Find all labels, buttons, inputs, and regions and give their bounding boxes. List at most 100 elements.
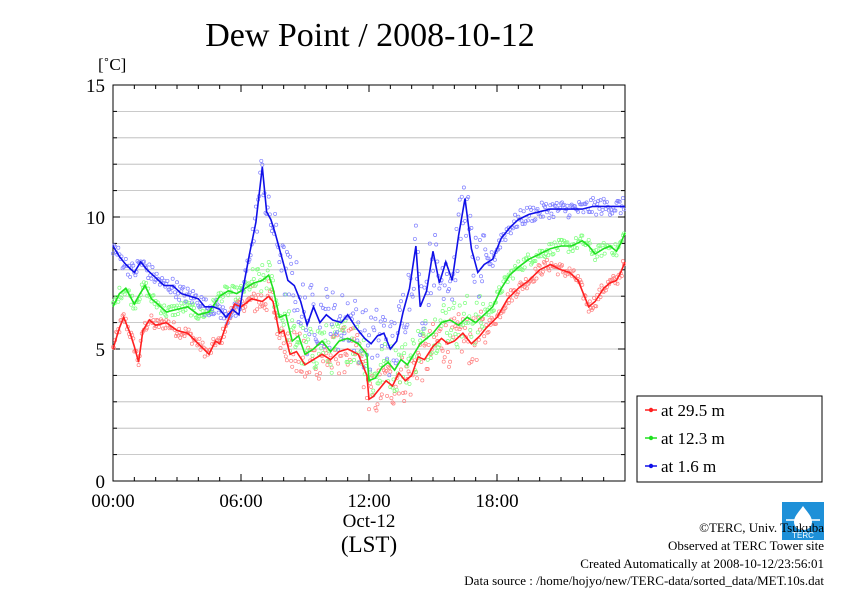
scatter-point	[535, 269, 540, 274]
scatter-point	[388, 385, 393, 389]
scatter-point	[394, 387, 399, 392]
scatter-point	[199, 344, 204, 349]
x-tick-label: 00:00	[91, 491, 134, 512]
scatter-point	[335, 330, 339, 335]
scatter-point	[292, 308, 297, 313]
scatter-point	[461, 311, 466, 316]
scatter-point	[245, 282, 250, 287]
scatter-point	[476, 337, 481, 342]
scatter-point	[173, 295, 178, 300]
scatter-point	[519, 267, 524, 272]
scatter-point	[515, 224, 520, 229]
scatter-point	[408, 392, 413, 397]
scatter-point	[378, 396, 383, 401]
scatter-point	[328, 353, 333, 358]
scatter-point	[530, 219, 535, 224]
scatter-point	[437, 286, 442, 291]
scatter-point	[328, 332, 333, 336]
scatter-point	[474, 244, 479, 249]
scatter-point	[288, 342, 293, 347]
scatter-point	[175, 303, 179, 308]
scatter-point	[312, 332, 317, 337]
scatter-point	[399, 367, 403, 372]
scatter-point	[449, 328, 454, 333]
scatter-point	[538, 214, 543, 219]
scatter-point	[420, 378, 425, 383]
scatter-point	[341, 329, 346, 334]
scatter-point	[403, 330, 408, 335]
scatter-point	[396, 304, 401, 309]
scatter-point	[573, 236, 578, 241]
scatter-point	[168, 290, 173, 295]
scatter-point	[337, 317, 342, 322]
scatter-point	[472, 341, 477, 346]
scatter-point	[525, 252, 530, 257]
scatter-point	[338, 314, 343, 319]
scatter-point	[427, 241, 432, 246]
scatter-point	[516, 290, 521, 295]
scatter-point	[321, 306, 326, 311]
scatter-point	[271, 278, 275, 283]
scatter-point	[131, 263, 136, 268]
scatter-point	[324, 323, 329, 328]
scatter-point	[613, 242, 618, 247]
scatter-point	[353, 298, 358, 303]
scatter-point	[488, 302, 493, 306]
scatter-point	[516, 259, 521, 264]
scatter-point	[461, 339, 466, 344]
scatter-point	[128, 274, 133, 279]
scatter-point	[413, 223, 418, 228]
scatter-point	[317, 325, 322, 330]
scatter-point	[454, 226, 459, 231]
scatter-point	[599, 211, 604, 216]
scatter-point	[355, 338, 360, 343]
scatter-point	[304, 328, 309, 333]
scatter-point	[480, 324, 485, 329]
scatter-point	[401, 292, 406, 297]
scatter-point	[613, 208, 618, 213]
scatter-point	[431, 322, 435, 326]
scatter-point	[322, 330, 327, 335]
scatter-point	[434, 332, 439, 337]
y-tick-label: 5	[96, 340, 106, 361]
scatter-point	[587, 299, 592, 304]
scatter-point	[283, 354, 288, 359]
scatter-point	[428, 356, 433, 360]
scatter-point	[314, 372, 319, 377]
scatter-point	[352, 358, 357, 362]
scatter-point	[347, 357, 352, 362]
scatter-point	[157, 282, 162, 287]
scatter-point	[407, 381, 412, 386]
y-axis-unit: [˚C]	[98, 55, 126, 74]
scatter-point	[246, 281, 251, 286]
scatter-point	[472, 279, 477, 284]
scatter-point	[560, 238, 565, 242]
scatter-point	[473, 235, 478, 240]
scatter-point	[305, 370, 310, 375]
scatter-point	[249, 279, 254, 284]
scatter-point	[571, 268, 576, 273]
scatter-point	[441, 303, 446, 308]
scatter-point	[565, 203, 570, 208]
scatter-point	[216, 336, 221, 341]
scatter-point	[521, 209, 526, 214]
scatter-point	[176, 291, 181, 296]
scatter-point	[298, 323, 303, 328]
scatter-point	[451, 305, 456, 310]
scatter-point	[326, 306, 331, 311]
scatter-point	[439, 346, 444, 351]
scatter-point	[193, 338, 198, 343]
scatter-point	[392, 391, 397, 396]
scatter-point	[137, 297, 142, 302]
scatter-point	[441, 296, 446, 301]
scatter-point	[281, 322, 286, 327]
scatter-point	[397, 380, 402, 385]
scatter-point	[211, 312, 216, 317]
scatter-point	[547, 242, 552, 247]
scatter-point	[378, 319, 383, 324]
scatter-point	[117, 285, 122, 290]
scatter-point	[554, 201, 559, 205]
scatter-point	[281, 245, 286, 249]
scatter-point	[281, 341, 286, 346]
scatter-point	[597, 287, 602, 292]
